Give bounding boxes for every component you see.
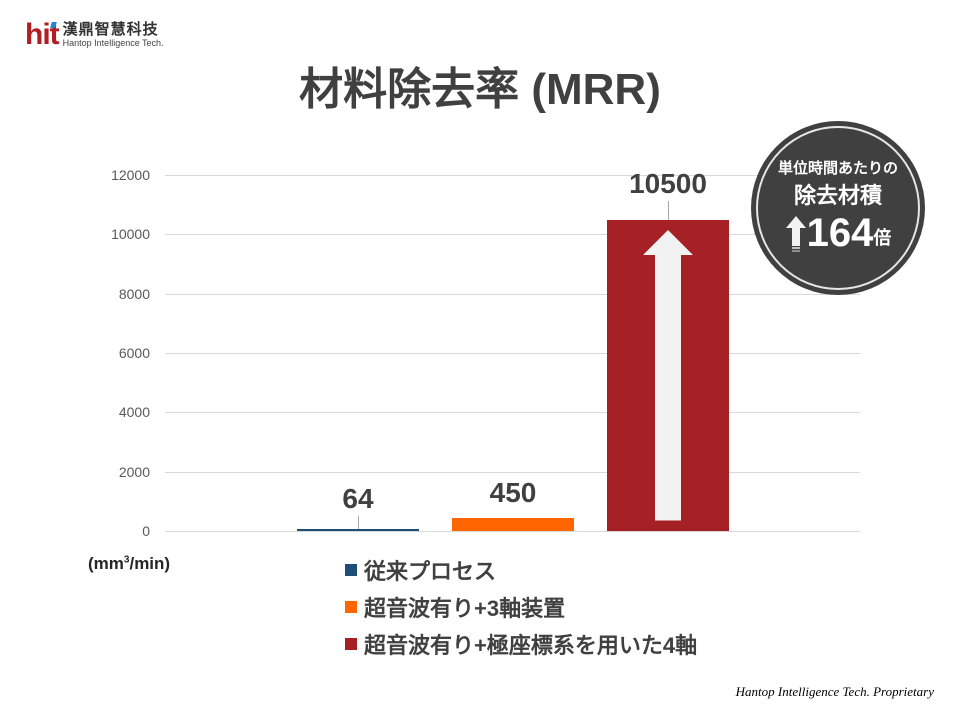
bar-series-2 xyxy=(452,517,574,531)
growth-arrow-icon xyxy=(643,229,693,520)
y-tick-label: 0 xyxy=(142,523,150,539)
badge-multiplier: 164 xyxy=(806,211,874,255)
legend-item: 超音波有り+極座標系を用いた4軸 xyxy=(345,625,697,662)
y-tick-label: 12000 xyxy=(111,167,150,183)
gridline xyxy=(165,353,860,354)
slide-title: 材料除去率 (MRR) xyxy=(299,65,661,114)
logo-mark: hit xyxy=(25,18,60,51)
ratio-badge: 単位時間あたりの 除去材積 164 倍 xyxy=(751,121,925,295)
legend-item: 従来プロセス xyxy=(345,551,697,588)
footer-proprietary: Hantop Intelligence Tech. Proprietary xyxy=(735,684,934,699)
data-label: 64 xyxy=(342,483,374,514)
y-tick-label: 6000 xyxy=(118,345,150,361)
legend-label: 超音波有り+極座標系を用いた4軸 xyxy=(364,632,698,658)
up-arrow-icon xyxy=(785,216,806,252)
y-tick-label: 2000 xyxy=(118,463,150,480)
label-leader-line xyxy=(668,200,669,220)
logo-name-en: Hantop Intelligence Tech. xyxy=(62,37,164,48)
company-logo: hit 漢鼎智慧科技 Hantop Intelligence Tech. xyxy=(25,20,164,50)
gridline xyxy=(165,471,860,473)
chart-legend: 従来プロセス超音波有り+3軸装置超音波有り+極座標系を用いた4軸 xyxy=(345,551,697,662)
label-leader-line xyxy=(358,516,359,529)
legend-label: 従来プロセス xyxy=(364,558,497,584)
gridline xyxy=(165,412,860,414)
badge-suffix: 倍 xyxy=(873,228,892,248)
legend-item: 超音波有り+3軸装置 xyxy=(345,588,697,625)
y-axis-unit-label: (mm3/min) xyxy=(88,554,171,573)
gridline xyxy=(165,293,860,295)
logo-name-cn: 漢鼎智慧科技 xyxy=(62,20,159,38)
legend-swatch xyxy=(345,637,357,650)
bar-series-1 xyxy=(297,529,419,531)
data-label: 10500 xyxy=(629,167,707,199)
gridline xyxy=(165,531,860,532)
badge-ring xyxy=(756,126,920,290)
y-tick-label: 10000 xyxy=(111,226,150,243)
y-tick-label: 4000 xyxy=(118,404,150,421)
gridline xyxy=(165,234,860,236)
data-label: 450 xyxy=(489,477,537,508)
y-tick-label: 8000 xyxy=(118,285,150,302)
badge-heading: 除去材積 xyxy=(793,183,882,208)
legend-swatch xyxy=(345,563,357,576)
legend-swatch xyxy=(345,600,357,613)
legend-label: 超音波有り+3軸装置 xyxy=(364,595,566,621)
gridline xyxy=(165,175,860,176)
badge-caption: 単位時間あたりの xyxy=(777,160,898,177)
